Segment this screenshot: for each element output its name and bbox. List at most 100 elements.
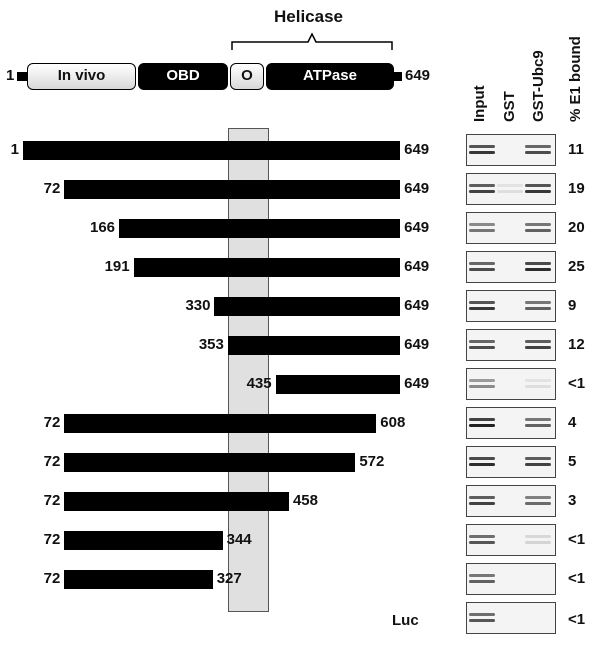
blot-band bbox=[469, 619, 495, 622]
construct-start-label: 72 bbox=[43, 414, 61, 431]
percent-bound: 3 bbox=[568, 492, 577, 509]
percent-bound: <1 bbox=[568, 375, 586, 392]
blot-band bbox=[469, 457, 495, 460]
construct-end-label: 649 bbox=[404, 258, 430, 275]
blot-band bbox=[525, 502, 551, 505]
construct-bar bbox=[133, 258, 401, 277]
percent-bound: <1 bbox=[568, 531, 586, 548]
construct-start-label: 72 bbox=[43, 453, 61, 470]
blot-band bbox=[469, 223, 495, 226]
schematic-start-cap bbox=[17, 72, 27, 81]
blot-band bbox=[525, 262, 551, 265]
control-blot-panel bbox=[466, 602, 556, 634]
construct-bar bbox=[275, 375, 401, 394]
domain-atpase: ATPase bbox=[266, 63, 394, 90]
construct-end-label: 572 bbox=[359, 453, 385, 470]
blot-band bbox=[525, 379, 551, 382]
blot-band bbox=[525, 535, 551, 538]
control-percent-bound: <1 bbox=[568, 611, 586, 628]
blot-band bbox=[469, 340, 495, 343]
blot-band bbox=[469, 613, 495, 616]
percent-bound: 25 bbox=[568, 258, 585, 275]
construct-end-label: 649 bbox=[404, 219, 430, 236]
helicase-label: Helicase bbox=[274, 7, 343, 26]
blot-band bbox=[525, 457, 551, 460]
blot-band bbox=[525, 145, 551, 148]
blot-band bbox=[469, 301, 495, 304]
blot-panel bbox=[466, 563, 556, 595]
construct-start-label: 353 bbox=[198, 336, 224, 353]
percent-bound: 4 bbox=[568, 414, 577, 431]
construct-start-label: 435 bbox=[246, 375, 272, 392]
schematic-end-cap bbox=[394, 72, 402, 81]
percent-bound: 12 bbox=[568, 336, 585, 353]
construct-bar bbox=[64, 453, 356, 472]
domain-obd: OBD bbox=[138, 63, 228, 90]
blot-panel bbox=[466, 290, 556, 322]
blot-band bbox=[525, 463, 551, 466]
construct-start-label: 72 bbox=[43, 531, 61, 548]
construct-end-label: 327 bbox=[216, 570, 242, 587]
helicase-bracket bbox=[231, 32, 393, 50]
blot-band bbox=[497, 184, 523, 187]
blot-panel bbox=[466, 212, 556, 244]
construct-end-label: 649 bbox=[404, 180, 430, 197]
blot-band bbox=[525, 301, 551, 304]
construct-bar bbox=[119, 219, 401, 238]
blot-band bbox=[497, 190, 523, 193]
percent-bound: 5 bbox=[568, 453, 577, 470]
domain-o: O bbox=[230, 63, 264, 90]
percent-bound: 11 bbox=[568, 141, 584, 158]
blot-band bbox=[525, 385, 551, 388]
blot-band bbox=[469, 379, 495, 382]
blot-panel bbox=[466, 446, 556, 478]
domain-invivo: In vivo bbox=[27, 63, 136, 90]
construct-bar bbox=[64, 180, 401, 199]
blot-band bbox=[469, 307, 495, 310]
construct-start-label: 72 bbox=[43, 570, 61, 587]
blot-band bbox=[469, 418, 495, 421]
blot-band bbox=[469, 151, 495, 154]
construct-start-label: 330 bbox=[185, 297, 211, 314]
construct-start-label: 166 bbox=[90, 219, 116, 236]
construct-end-label: 344 bbox=[226, 531, 252, 548]
percent-bound: 19 bbox=[568, 180, 585, 197]
blot-panel bbox=[466, 329, 556, 361]
blot-panel bbox=[466, 524, 556, 556]
construct-start-label: 1 bbox=[10, 141, 19, 158]
blot-band bbox=[469, 346, 495, 349]
construct-bar bbox=[214, 297, 401, 316]
blot-band bbox=[469, 574, 495, 577]
control-label: Luc bbox=[392, 612, 419, 629]
blot-band bbox=[469, 535, 495, 538]
blot-band bbox=[469, 268, 495, 271]
blot-band bbox=[469, 385, 495, 388]
construct-end-label: 649 bbox=[404, 297, 430, 314]
blot-band bbox=[525, 346, 551, 349]
construct-start-label: 72 bbox=[43, 180, 61, 197]
blot-band bbox=[469, 541, 495, 544]
construct-start-label: 72 bbox=[43, 492, 61, 509]
blot-panel bbox=[466, 173, 556, 205]
construct-bar bbox=[64, 414, 377, 433]
blot-band bbox=[469, 229, 495, 232]
construct-end-label: 649 bbox=[404, 141, 430, 158]
highlight-region bbox=[228, 128, 269, 612]
construct-bar bbox=[64, 570, 213, 589]
construct-end-label: 649 bbox=[404, 375, 430, 392]
blot-band bbox=[525, 184, 551, 187]
blot-band bbox=[469, 496, 495, 499]
construct-bar bbox=[64, 531, 223, 550]
schematic-end-label: 649 bbox=[405, 67, 431, 84]
construct-bar bbox=[23, 141, 401, 160]
construct-end-label: 649 bbox=[404, 336, 430, 353]
blot-band bbox=[469, 190, 495, 193]
percent-bound: 20 bbox=[568, 219, 585, 236]
blot-band bbox=[525, 229, 551, 232]
blot-band bbox=[469, 145, 495, 148]
blot-band bbox=[525, 307, 551, 310]
construct-start-label: 191 bbox=[104, 258, 130, 275]
construct-end-label: 608 bbox=[380, 414, 406, 431]
